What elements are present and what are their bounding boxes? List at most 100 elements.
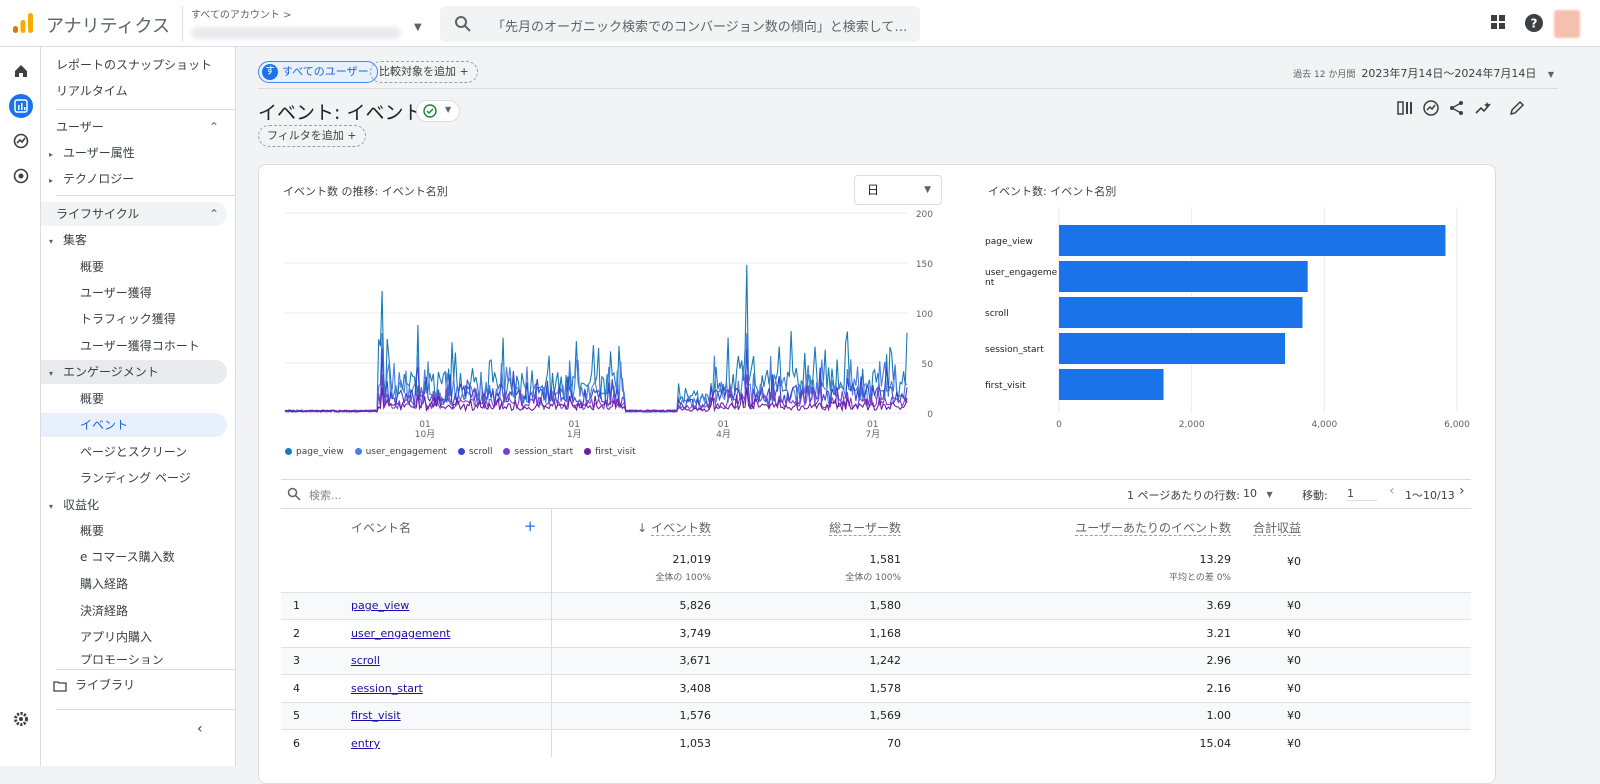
- x-tick-day: 01: [867, 420, 878, 430]
- event-name-link[interactable]: first_visit: [351, 709, 401, 723]
- all-users-chip[interactable]: すすべてのユーザー: [258, 61, 378, 83]
- sidebar-item-technology[interactable]: ▸ テクノロジー: [49, 167, 134, 191]
- x-tick-day: 01: [419, 420, 430, 430]
- legend-item-first-visit[interactable]: first_visit: [584, 447, 636, 457]
- sidebar-item-pages[interactable]: ページとスクリーン: [80, 445, 188, 459]
- table-search-input[interactable]: 検索...: [309, 489, 342, 502]
- collapse-sidebar-icon[interactable]: ‹: [197, 721, 203, 737]
- sidebar-item-user-acquisition[interactable]: ユーザー獲得: [80, 286, 152, 300]
- sidebar-item-checkout-journey[interactable]: 決済経路: [80, 604, 129, 618]
- goto-label: 移動:: [1302, 489, 1328, 502]
- event-count-cell: 5,826: [551, 591, 721, 620]
- sidebar-item-traffic-acquisition[interactable]: トラフィック獲得: [80, 312, 176, 326]
- avatar[interactable]: [1554, 10, 1580, 38]
- sidebar-item-mon-overview[interactable]: 概要: [80, 524, 105, 538]
- sidebar-item-acquisition[interactable]: ▾ 集客: [49, 228, 87, 252]
- y-tick-label: 0: [927, 410, 933, 420]
- bar-page-view[interactable]: [1059, 225, 1446, 256]
- bar-user-engagement[interactable]: [1059, 261, 1308, 292]
- sidebar-item-landing[interactable]: ランディング ページ: [80, 471, 191, 485]
- total-users-cell: 1,569: [721, 701, 911, 730]
- settings-icon[interactable]: [9, 707, 33, 731]
- sidebar-item-snapshot[interactable]: レポートのスナップショット: [56, 58, 213, 72]
- main-content: すすべてのユーザー 比較対象を追加 + 過去 12 か月間 2023年7月14日～…: [236, 47, 1600, 784]
- goto-page-input[interactable]: 1: [1347, 487, 1377, 501]
- legend-item-page-view[interactable]: page_view: [285, 447, 344, 457]
- home-icon[interactable]: [9, 59, 33, 83]
- bar-scroll[interactable]: [1059, 297, 1303, 328]
- event-name-link[interactable]: user_engagement: [351, 626, 451, 640]
- sidebar-item-realtime[interactable]: リアルタイム: [56, 84, 128, 98]
- next-page-icon[interactable]: ›: [1459, 483, 1465, 499]
- event-name-link[interactable]: scroll: [351, 654, 380, 668]
- rows-per-page-select[interactable]: 10 ▼: [1243, 487, 1273, 500]
- top-app-bar: アナリティクス すべてのアカウント > ▼ 「先月のオーガニック検索でのコンバー…: [0, 0, 1600, 47]
- sidebar-item-library[interactable]: ライブラリ: [53, 673, 135, 697]
- sidebar-item-inapp[interactable]: アプリ内購入: [80, 630, 153, 644]
- apps-grid-icon[interactable]: [1489, 13, 1507, 31]
- divider: [56, 109, 235, 110]
- advertising-icon[interactable]: [9, 164, 33, 188]
- legend-item-user-engagement[interactable]: user_engagement: [354, 447, 447, 457]
- header-event-count[interactable]: ↓ イベント数: [551, 509, 721, 545]
- collapse-arrow-icon: ▾: [49, 369, 54, 378]
- header-total-users[interactable]: 総ユーザー数: [721, 509, 911, 545]
- event-name-link[interactable]: session_start: [351, 681, 423, 695]
- sidebar-item-promotion[interactable]: プロモーション: [80, 653, 164, 664]
- sidebar-item-engagement[interactable]: ▾ エンゲージメント: [41, 360, 227, 384]
- search-bar[interactable]: 「先月のオーガニック検索でのコンバージョン数の傾向」と検索してみてく...: [440, 6, 920, 42]
- y-tick-label: 50: [922, 360, 934, 370]
- sidebar-item-user-acq-cohort[interactable]: ユーザー獲得コホート: [80, 339, 200, 353]
- rows-per-page-value: 10: [1243, 487, 1257, 500]
- folder-icon: [53, 680, 67, 692]
- legend-item-session-start[interactable]: session_start: [503, 447, 573, 457]
- add-filter-button[interactable]: フィルタを追加 +: [258, 125, 366, 147]
- sidebar-item-user-attributes[interactable]: ▸ ユーザー属性: [49, 141, 135, 165]
- trend-insights-icon[interactable]: [1474, 99, 1492, 117]
- divider: [56, 669, 235, 670]
- series-line-user-engagement[interactable]: [284, 332, 908, 413]
- sidebar-item-purchase-journey[interactable]: 購入経路: [80, 577, 129, 591]
- bar-first-visit[interactable]: [1059, 369, 1164, 400]
- sidebar-item-events[interactable]: イベント: [41, 413, 227, 437]
- sidebar-item-monetization[interactable]: ▾ 収益化: [49, 493, 99, 517]
- help-icon[interactable]: ?: [1524, 13, 1544, 33]
- date-range-value: 2023年7月14日～2024年7月14日: [1361, 67, 1537, 80]
- series-line-page-view[interactable]: [284, 264, 908, 413]
- nav-rail: [0, 47, 41, 766]
- granularity-select[interactable]: 日 ▼: [854, 175, 942, 205]
- sidebar-item-ecommerce[interactable]: e コマース購入数: [80, 550, 175, 564]
- total-sub: 平均との差 0%: [1168, 573, 1231, 584]
- x-tick-label: 6,000: [1444, 420, 1470, 430]
- chevron-down-icon[interactable]: ▼: [414, 22, 422, 33]
- event-name-link[interactable]: entry: [351, 737, 381, 750]
- bar-session-start[interactable]: [1059, 333, 1286, 364]
- date-range-picker[interactable]: 過去 12 か月間 2023年7月14日～2024年7月14日 ▼: [1293, 65, 1554, 81]
- insights-icon[interactable]: [1422, 99, 1440, 117]
- add-comparison-button[interactable]: 比較対象を追加 +: [370, 61, 478, 83]
- event-name-link[interactable]: page_view: [351, 599, 410, 613]
- analytics-logo-icon[interactable]: [12, 12, 34, 34]
- row-filler: [1391, 701, 1471, 730]
- sort-down-icon: ↓: [637, 520, 651, 535]
- series-line-first-visit[interactable]: [285, 387, 908, 413]
- status-badge[interactable]: ▼: [416, 100, 460, 122]
- prev-page-icon[interactable]: ‹: [1389, 483, 1395, 499]
- header-event-name[interactable]: イベント名 +: [351, 509, 552, 545]
- total-event-count: 21,019 全体の 100%: [551, 545, 721, 592]
- x-tick-month: 4月: [716, 429, 731, 440]
- account-selector[interactable]: すべてのアカウント >: [182, 6, 432, 42]
- legend-item-scroll[interactable]: scroll: [457, 447, 493, 457]
- share-icon[interactable]: [1448, 99, 1466, 117]
- edit-icon[interactable]: [1508, 99, 1526, 117]
- sidebar-section-user[interactable]: ユーザー ⌃: [56, 115, 227, 139]
- sidebar-section-lifecycle[interactable]: ライフサイクル ⌃: [41, 202, 227, 226]
- sidebar-item-acq-overview[interactable]: 概要: [80, 260, 105, 274]
- header-revenue[interactable]: 合計収益: [1241, 509, 1391, 545]
- compare-icon[interactable]: [1396, 99, 1414, 117]
- reports-icon[interactable]: [9, 94, 33, 118]
- sidebar-item-eng-overview[interactable]: 概要: [80, 392, 105, 406]
- add-dimension-icon[interactable]: +: [523, 517, 537, 535]
- explore-icon[interactable]: [9, 129, 33, 153]
- header-per-user[interactable]: ユーザーあたりのイベント数: [911, 509, 1241, 545]
